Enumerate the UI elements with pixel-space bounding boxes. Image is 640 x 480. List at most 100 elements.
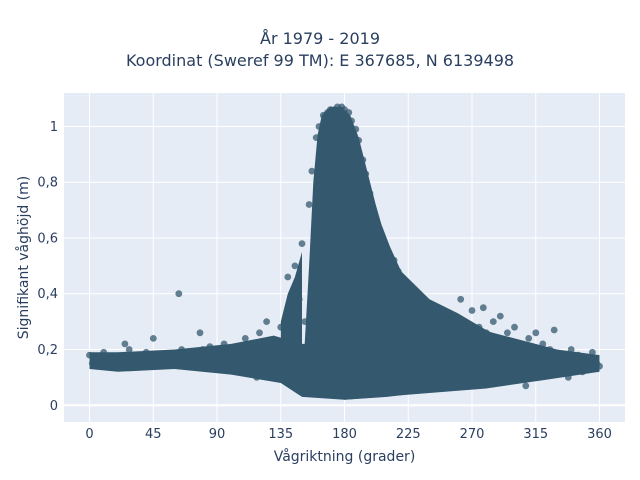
data-point bbox=[171, 354, 178, 362]
data-point bbox=[358, 374, 365, 381]
data-point bbox=[471, 360, 479, 367]
y-tick-label: 0,8 bbox=[37, 176, 58, 191]
data-point bbox=[494, 335, 501, 342]
data-point bbox=[433, 304, 440, 312]
data-point bbox=[121, 340, 129, 348]
data-point bbox=[178, 346, 186, 353]
data-point bbox=[482, 329, 490, 337]
data-point bbox=[100, 348, 108, 356]
data-point bbox=[560, 357, 568, 365]
data-point bbox=[376, 229, 384, 236]
data-point bbox=[380, 240, 388, 248]
data-point bbox=[457, 295, 465, 303]
data-point bbox=[125, 346, 133, 353]
dense-peak bbox=[302, 106, 515, 400]
data-point bbox=[270, 346, 278, 353]
x-tick-label: 270 bbox=[460, 427, 485, 442]
data-point bbox=[263, 318, 270, 325]
data-point bbox=[322, 234, 330, 242]
data-point bbox=[301, 318, 309, 325]
data-point bbox=[213, 348, 221, 356]
data-point bbox=[485, 379, 493, 387]
data-point bbox=[489, 318, 497, 325]
data-point bbox=[428, 368, 436, 376]
x-tick-label: 180 bbox=[332, 427, 357, 442]
data-point bbox=[249, 340, 256, 348]
x-axis-title: Vågriktning (grader) bbox=[274, 448, 416, 465]
data-point bbox=[581, 357, 589, 365]
data-point bbox=[496, 312, 504, 320]
data-point bbox=[284, 273, 292, 281]
data-point bbox=[539, 340, 547, 348]
data-point bbox=[419, 295, 426, 303]
data-point bbox=[394, 268, 402, 275]
data-point bbox=[366, 190, 374, 197]
data-point bbox=[372, 346, 380, 353]
x-tick-label: 315 bbox=[523, 427, 548, 442]
data-point bbox=[579, 368, 586, 376]
data-point bbox=[437, 340, 445, 348]
data-point bbox=[318, 304, 326, 312]
data-point bbox=[532, 329, 540, 337]
data-point bbox=[468, 307, 476, 314]
data-point bbox=[359, 156, 367, 164]
data-point bbox=[451, 374, 459, 381]
data-point bbox=[199, 346, 207, 353]
data-point bbox=[86, 351, 93, 359]
data-point bbox=[404, 284, 412, 292]
data-point bbox=[352, 125, 360, 133]
data-point bbox=[93, 362, 100, 370]
data-point bbox=[447, 312, 455, 320]
y-tick-label: 0 bbox=[50, 399, 58, 414]
data-point bbox=[475, 323, 483, 331]
data-point bbox=[291, 262, 299, 270]
data-point bbox=[107, 357, 115, 365]
data-point bbox=[308, 167, 316, 175]
y-tick-label: 1 bbox=[50, 120, 58, 135]
data-point bbox=[461, 318, 469, 325]
data-point bbox=[256, 329, 263, 337]
data-point bbox=[295, 295, 303, 303]
data-point bbox=[234, 351, 242, 359]
data-point bbox=[355, 137, 363, 144]
data-point bbox=[312, 134, 320, 142]
data-point bbox=[114, 360, 122, 367]
data-point bbox=[383, 245, 391, 253]
data-point bbox=[336, 178, 344, 186]
data-point bbox=[156, 360, 164, 367]
tick-layer: 0 45 90 135 180 225 270 315 360 0 0,2 0,4 0,6 0,8 1 bbox=[37, 120, 612, 442]
data-point bbox=[426, 301, 433, 309]
y-axis-title: Signifikant våghöjd (m) bbox=[15, 176, 32, 339]
data-point bbox=[345, 109, 353, 116]
data-point bbox=[553, 351, 561, 359]
data-point bbox=[241, 335, 249, 342]
data-point bbox=[369, 206, 377, 214]
data-point bbox=[596, 362, 603, 370]
data-point bbox=[149, 335, 157, 342]
data-point bbox=[196, 329, 204, 337]
data-point bbox=[348, 117, 355, 125]
data-point bbox=[298, 240, 306, 248]
data-point bbox=[142, 348, 150, 356]
data-point bbox=[206, 343, 214, 351]
data-point bbox=[343, 150, 351, 158]
data-point bbox=[564, 374, 572, 381]
y-tick-label: 0,2 bbox=[37, 343, 58, 358]
data-point bbox=[589, 348, 596, 356]
data-point bbox=[97, 354, 105, 362]
data-point bbox=[574, 351, 582, 359]
data-point bbox=[454, 315, 462, 323]
data-point bbox=[546, 346, 554, 353]
chart-subtitle: Koordinat (Sweref 99 TM): E 367685, N 61… bbox=[125, 51, 515, 70]
data-point bbox=[504, 329, 511, 337]
data-point bbox=[411, 290, 419, 298]
data-point bbox=[220, 340, 228, 348]
data-point bbox=[164, 351, 171, 359]
data-point bbox=[315, 123, 323, 130]
x-tick-label: 90 bbox=[209, 427, 226, 442]
data-point bbox=[390, 256, 398, 264]
data-point bbox=[508, 368, 516, 376]
data-point bbox=[192, 360, 200, 367]
